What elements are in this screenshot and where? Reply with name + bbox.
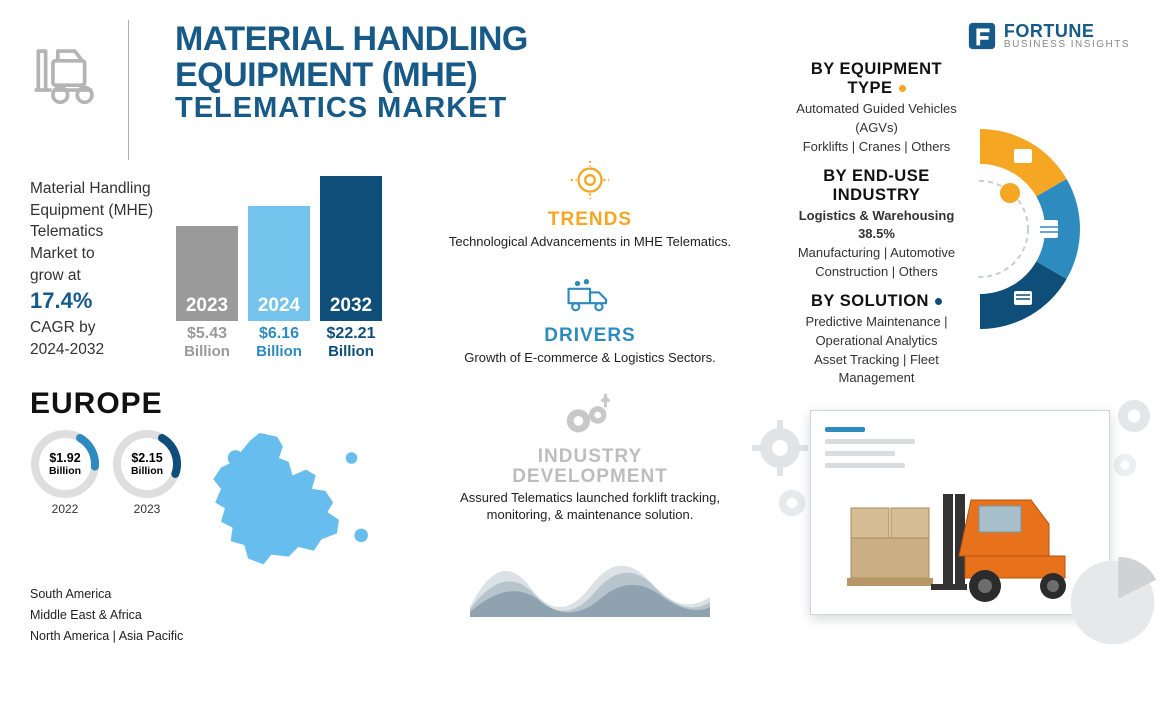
segment-equipment: BY EQUIPMENT TYPE Automated Guided Vehic… [790,60,963,157]
segments: BY EQUIPMENT TYPE Automated Guided Vehic… [790,60,1130,398]
bar: 2023$5.43Billion [176,226,238,361]
bar: 2024$6.16Billion [248,206,310,361]
gear-icon [1110,392,1158,440]
title-divider [128,20,129,160]
pie-icon [1065,555,1160,650]
gear-icon [1108,448,1142,482]
drivers-icon [565,271,615,321]
industry-desc: Assured Telematics launched forklift tra… [440,490,740,524]
gear-icon [772,483,812,523]
bar: 2032$22.21Billion [320,176,382,361]
growth-row: Material Handling Equipment (MHE) Telema… [30,178,390,361]
europe-block: EUROPE $1.92Billion2022$2.15Billion2023 [30,387,390,648]
europe-title: EUROPE [30,387,390,421]
donut: $1.92Billion2022 [30,429,100,516]
trends-block: TRENDS Technological Advancements in MHE… [449,155,731,251]
photo-frame-wrap [810,398,1110,615]
brand-mark-icon [966,20,998,52]
bar-chart: 2023$5.43Billion2024$6.16Billion2032$22.… [176,206,382,361]
segment-ring-icon [975,109,1130,349]
trends-desc: Technological Advancements in MHE Telema… [449,234,731,251]
segment-solution: BY SOLUTION Predictive Maintenance | Ope… [790,292,963,388]
title-block: MATERIAL HANDLING EQUIPMENT (MHE) TELEMA… [30,20,390,160]
segment-enduse: BY END-USE INDUSTRY Logistics & Warehous… [790,167,963,282]
donut: $2.15Billion2023 [112,429,182,516]
industry-icon [559,387,621,443]
wave-chart-icon [470,537,710,617]
trends-label: TRENDS [449,209,731,231]
gear-icon [750,418,810,478]
map-icon [196,429,390,574]
trends-icon [565,155,615,205]
growth-summary: Material Handling Equipment (MHE) Telema… [30,178,160,361]
drivers-label: DRIVERS [464,325,715,347]
brand-logo: FORTUNE BUSINESS INSIGHTS [966,20,1130,52]
europe-donuts: $1.92Billion2022$2.15Billion2023 [30,429,182,516]
industry-block: INDUSTRYDEVELOPMENT Assured Telematics l… [440,387,740,524]
drivers-block: DRIVERS Growth of E-commerce & Logistics… [464,271,715,367]
page-title: MATERIAL HANDLING EQUIPMENT (MHE) TELEMA… [175,22,605,124]
forklift-icon [30,20,110,125]
drivers-desc: Growth of E-commerce & Logistics Sectors… [464,350,715,367]
regions-list: South America Middle East & Africa North… [30,584,390,648]
industry-label: INDUSTRYDEVELOPMENT [440,447,740,487]
